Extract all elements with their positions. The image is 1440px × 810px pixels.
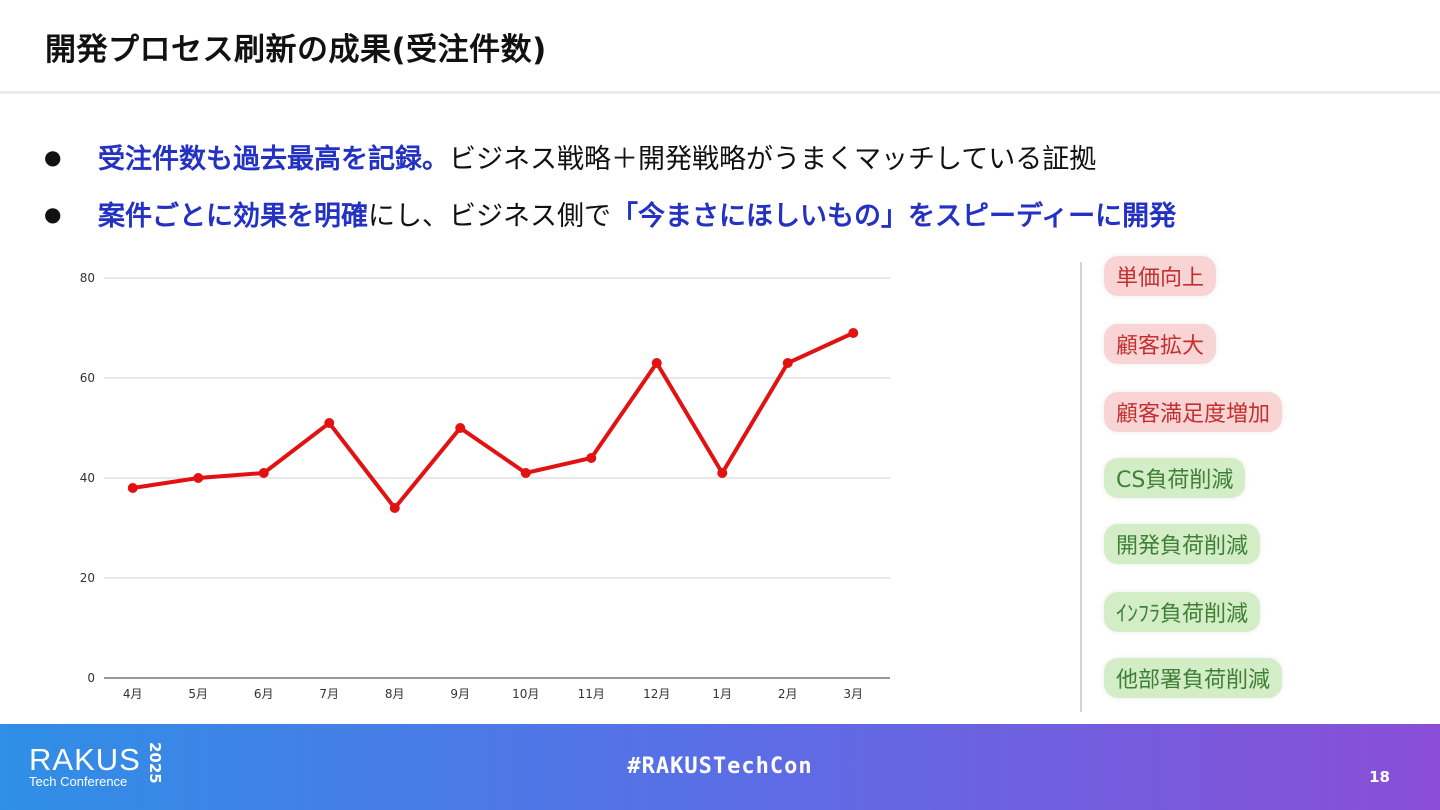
data-point (193, 473, 204, 483)
chart-svg: 0 20 40 60 80 4月 5月 6月 7月 8月 9月 10月 11月 12月 1月 2月 3月 (80, 271, 890, 701)
bullet-dot: ● (44, 201, 62, 226)
slide-header: 開発プロセス刷新の成果(受注件数) (0, 0, 1440, 94)
bullet-dot: ● (44, 144, 62, 169)
slide-title: 開発プロセス刷新の成果(受注件数) (45, 32, 547, 68)
data-point (455, 423, 466, 433)
data-point (324, 418, 335, 428)
x-tick-label: 2月 (778, 687, 798, 701)
bullet-text: ビジネス戦略＋開発戦略がうまくマッチしている証拠 (449, 144, 1097, 175)
effect-tag-list: 単価向上 顧客拡大 顧客満足度増加 CS負荷削減 開発負荷削減 ｲﾝﾌﾗ負荷削減… (1080, 256, 1332, 712)
series-line (132, 331, 855, 512)
bullet-highlight-2: 「今まさにほしいもの」をスピーディーに開発 (611, 201, 1177, 232)
effect-tag: 顧客満足度増加 (1104, 392, 1283, 432)
x-tick-label: 10月 (512, 687, 539, 701)
orders-line-chart: 0 20 40 60 80 4月 5月 6月 7月 8月 9月 10月 11月 12月 1月 2月 3月 (45, 255, 913, 725)
x-tick-label: 12月 (643, 687, 670, 701)
x-tick-label: 1月 (712, 687, 732, 701)
y-tick-label: 40 (80, 471, 95, 485)
x-tick-label: 9月 (450, 687, 470, 701)
logo-year: 2025 (146, 742, 164, 784)
y-tick-label: 20 (80, 571, 95, 585)
bullet-item: ● 案件ごとに効果を明確 にし、ビジネス側で 「今まさにほしいもの」をスピーディ… (44, 185, 1424, 242)
x-tick-label: 3月 (843, 687, 863, 701)
effect-tag: CS負荷削減 (1104, 458, 1246, 498)
effect-tag: 他部署負荷削減 (1104, 658, 1283, 698)
bullet-item: ● 受注件数も過去最高を記録。 ビジネス戦略＋開発戦略がうまくマッチしている証拠 (44, 128, 1424, 185)
slide-footer: RAKUS 2025 Tech Conference #RAKUSTechCon… (0, 724, 1440, 810)
x-tick-label: 7月 (319, 687, 339, 701)
y-tick-label: 0 (87, 671, 95, 685)
x-tick-label: 6月 (254, 687, 274, 701)
data-point (717, 468, 728, 478)
x-tick-label: 8月 (385, 687, 405, 701)
rakus-logo: RAKUS (29, 742, 141, 777)
event-hashtag: #RAKUSTechCon (627, 754, 813, 779)
effect-tag: 開発負荷削減 (1104, 524, 1261, 564)
effect-tag: 顧客拡大 (1104, 324, 1217, 364)
page-number: 18 (1369, 768, 1390, 786)
bullet-highlight: 受注件数も過去最高を記録。 (98, 144, 449, 175)
effect-tag: ｲﾝﾌﾗ負荷削減 (1104, 592, 1261, 632)
y-tick-label: 80 (80, 271, 95, 285)
x-tick-label: 11月 (578, 687, 605, 701)
x-tick-label: 4月 (123, 687, 143, 701)
y-tick-label: 60 (80, 371, 95, 385)
logo-subtitle: Tech Conference (29, 774, 128, 789)
data-point (127, 483, 138, 493)
data-point (651, 358, 662, 368)
x-tick-label: 5月 (188, 687, 208, 701)
bullet-list: ● 受注件数も過去最高を記録。 ビジネス戦略＋開発戦略がうまくマッチしている証拠… (44, 128, 1424, 242)
bullet-highlight: 案件ごとに効果を明確 (98, 201, 368, 232)
data-point (258, 468, 269, 478)
data-point (848, 328, 859, 338)
effect-tag: 単価向上 (1104, 256, 1217, 296)
data-point (520, 468, 531, 478)
bullet-text: にし、ビジネス側で (368, 201, 611, 232)
data-point (389, 503, 400, 513)
data-point (782, 358, 793, 368)
data-point (586, 453, 597, 463)
